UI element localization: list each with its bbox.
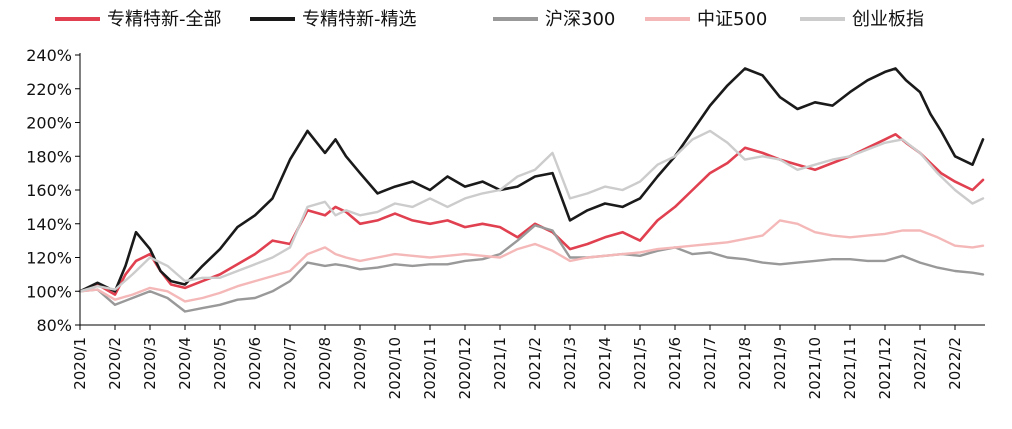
x-tick-label: 2020/2 <box>106 337 124 390</box>
series-line-5 <box>78 129 985 293</box>
y-tick-label: 180% <box>26 147 72 166</box>
x-tick-label: 2021/6 <box>666 337 684 390</box>
x-tick-label: 2020/5 <box>211 337 229 390</box>
legend-label-2: 专精特新-精选 <box>302 9 417 30</box>
y-tick-label: 140% <box>26 215 72 234</box>
x-tick-label: 2021/1 <box>491 337 509 390</box>
x-tick-label: 2022/2 <box>946 337 964 390</box>
axes: 80% 100% 120% 140% 160% 180% 200% 220% 240% 2020/… <box>26 46 985 399</box>
x-tick-label: 2020/6 <box>246 337 264 390</box>
x-tick-label: 2021/10 <box>806 337 824 399</box>
y-tick-label: 200% <box>26 114 72 133</box>
y-tick-label: 100% <box>26 282 72 301</box>
x-tick-label: 2020/7 <box>281 337 299 390</box>
y-tick-label: 240% <box>26 46 72 65</box>
x-tick-label: 2020/3 <box>141 337 159 390</box>
legend-label-4: 中证500 <box>697 9 767 30</box>
legend: 专精特新-全部 专精特新-精选 沪深300 中证500 创业板指 <box>55 9 924 30</box>
x-tick-label: 2021/8 <box>736 337 754 390</box>
x-tick-label: 2020/12 <box>456 337 474 399</box>
x-tick-label: 2020/1 <box>71 337 89 390</box>
x-tick-label: 2020/4 <box>176 337 194 390</box>
legend-label-5: 创业板指 <box>852 9 924 30</box>
series-line-3 <box>78 224 985 313</box>
x-tick-label: 2020/10 <box>386 337 404 399</box>
x-tick-label: 2020/11 <box>421 337 439 399</box>
x-tick-label: 2021/7 <box>701 337 719 390</box>
y-tick-label: 120% <box>26 249 72 268</box>
x-tick-label: 2021/9 <box>771 337 789 390</box>
x-tick-label: 2020/9 <box>351 337 369 390</box>
series-layer <box>78 67 985 313</box>
legend-label-3: 沪深300 <box>545 9 615 30</box>
y-tick-label: 220% <box>26 80 72 99</box>
series-line-2 <box>78 67 985 293</box>
x-tick-label: 2021/4 <box>596 337 614 390</box>
x-tick-label: 2021/2 <box>526 337 544 390</box>
series-line-4 <box>78 219 985 303</box>
y-tick-label: 80% <box>36 316 72 335</box>
x-tick-label: 2022/1 <box>911 337 929 390</box>
x-tick-label: 2020/8 <box>316 337 334 390</box>
x-tick-label: 2021/5 <box>631 337 649 390</box>
y-tick-label: 160% <box>26 181 72 200</box>
series-line-1 <box>78 133 985 296</box>
x-tick-label: 2021/11 <box>841 337 859 399</box>
x-tick-label: 2021/3 <box>561 337 579 390</box>
x-tick-label: 2021/12 <box>876 337 894 399</box>
legend-label-1: 专精特新-全部 <box>107 9 222 30</box>
